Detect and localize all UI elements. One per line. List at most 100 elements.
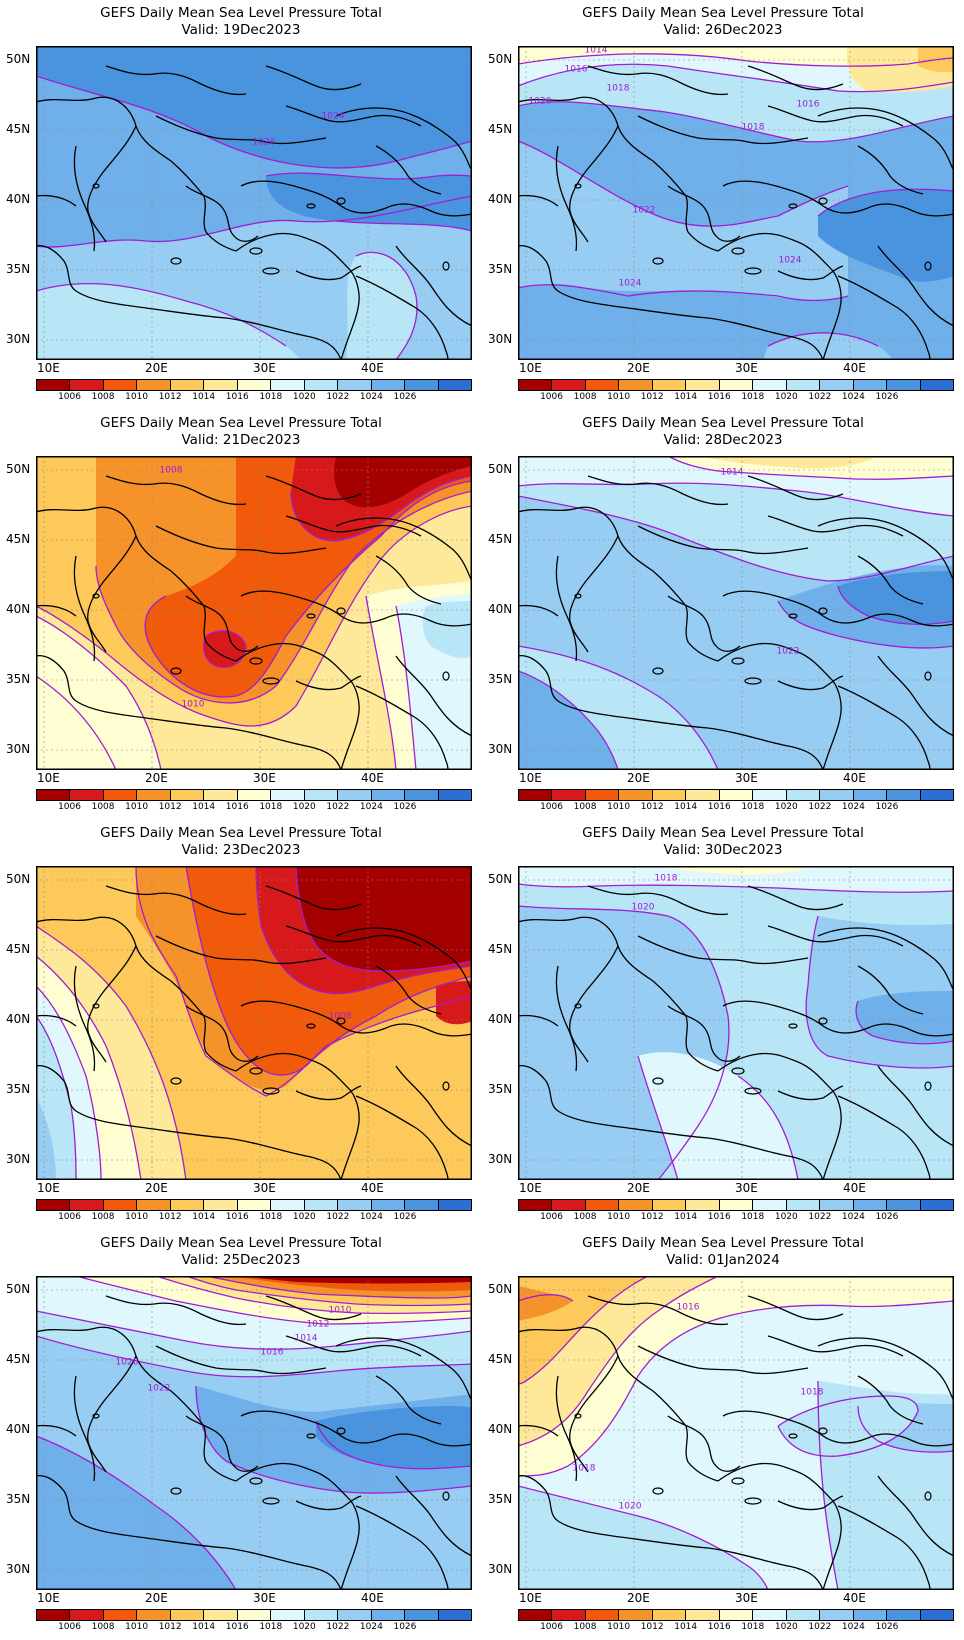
colorbar-swatch [136, 790, 170, 800]
coastline [717, 232, 842, 360]
lat-tick-label: 50N [6, 1282, 31, 1296]
colorbar-label: 1008 [573, 392, 597, 402]
colorbar-label: 1022 [808, 1622, 832, 1632]
colorbar-label: 1008 [573, 802, 597, 812]
isobar-line [518, 53, 954, 67]
coastline [285, 515, 422, 537]
island [744, 1497, 762, 1505]
colorbar-label: 1010 [125, 392, 149, 402]
colorbar-label: 1020 [774, 392, 798, 402]
panel-valid-date: Valid: 30Dec2023 [663, 842, 783, 858]
pressure-band [778, 1396, 918, 1457]
coastline [817, 927, 954, 992]
isobar-line [255, 866, 472, 995]
coastline [747, 1295, 844, 1321]
coastline [87, 125, 137, 243]
pressure-map-svg: 1008 [36, 866, 472, 1180]
coastline [235, 642, 360, 770]
colorbar-label: 1020 [774, 802, 798, 812]
colorbar-label: 1024 [359, 802, 383, 812]
island [818, 607, 828, 615]
colorbar-swatch [203, 1610, 237, 1620]
colorbar-swatch [685, 1610, 719, 1620]
colorbar-swatch [203, 790, 237, 800]
colorbar-swatch [37, 1200, 70, 1210]
coastline [235, 1052, 360, 1180]
island [574, 1413, 582, 1419]
coastline [837, 1095, 931, 1180]
island [92, 1003, 100, 1009]
colorbar-swatch [651, 380, 686, 390]
colorbar-label: 1016 [225, 1622, 249, 1632]
colorbar-label: 1018 [741, 1622, 765, 1632]
lat-tick-label: 40N [488, 192, 513, 206]
island [788, 613, 798, 619]
graticule [518, 1276, 954, 1590]
coastline [295, 1085, 362, 1101]
coastline [395, 1475, 472, 1557]
colorbar-label: 1014 [192, 1212, 216, 1222]
island [262, 267, 280, 275]
colorbar [518, 1609, 954, 1621]
isobar-line [857, 1405, 954, 1453]
colorbar-label: 1018 [259, 1212, 283, 1222]
pressure-map-svg: 1010 1012 1014 1016 1020 1022 [36, 1276, 472, 1590]
lon-tick-label: 10E [37, 1591, 60, 1605]
pressure-band [518, 1286, 573, 1321]
panel-valid-date: Valid: 26Dec2023 [663, 22, 783, 38]
pressure-band [36, 1096, 56, 1180]
colorbar [36, 1609, 472, 1621]
island [170, 667, 182, 675]
colorbar-label: 1016 [225, 1212, 249, 1222]
lon-tick-label: 30E [253, 771, 276, 785]
colorbar-swatch [404, 1200, 438, 1210]
colorbar-label: 1012 [640, 802, 664, 812]
island [336, 607, 346, 615]
coastline [667, 1415, 741, 1472]
colorbar-label: 1010 [125, 802, 149, 812]
island [924, 1081, 932, 1091]
coastline [225, 1137, 342, 1180]
lon-tick-label: 30E [735, 1181, 758, 1195]
map-layers: 1010 1012 1014 1016 1020 1022 [36, 1276, 472, 1590]
pressure-band [36, 283, 301, 360]
coastline [667, 1005, 741, 1062]
colorbar-label: 1014 [674, 1212, 698, 1222]
lat-tick-label: 50N [488, 52, 513, 66]
coastline [295, 1495, 362, 1511]
pressure-map: 1016 1018 1018 1020 [518, 1276, 954, 1590]
coastline [87, 535, 137, 653]
isobar-line [185, 1276, 472, 1307]
colorbar-label: 1008 [91, 1622, 115, 1632]
coastline [395, 1065, 472, 1147]
colorbar-label: 1016 [707, 802, 731, 812]
coastline [587, 885, 729, 916]
panel-title: GEFS Daily Mean Sea Level Pressure Total [582, 1235, 864, 1251]
isobar-label: 1022 [777, 647, 800, 657]
map-panel-01jan2024: GEFS Daily Mean Sea Level Pressure Total… [482, 1230, 964, 1640]
lat-tick-label: 40N [6, 1012, 31, 1026]
coastline [518, 1326, 719, 1482]
island [788, 203, 798, 209]
pressure-band [266, 173, 472, 231]
colorbar-swatch [519, 1200, 552, 1210]
colorbar-swatch [437, 380, 472, 390]
pressure-map-svg: 1024 1026 [36, 46, 472, 360]
isobar-line [518, 883, 954, 893]
coastline [36, 1065, 227, 1139]
colorbar-swatch [136, 380, 170, 390]
map-layers: 1008 1010 [36, 456, 472, 770]
coastline [265, 1295, 362, 1321]
island [924, 1491, 932, 1501]
isobar-line [185, 866, 472, 1076]
panel-title: GEFS Daily Mean Sea Level Pressure Total [582, 5, 864, 21]
isobar-line [777, 600, 954, 649]
pressure-band [838, 571, 954, 625]
island [788, 1433, 798, 1439]
colorbar-label: 1026 [875, 1212, 899, 1222]
lon-tick-label: 10E [519, 1181, 542, 1195]
pressure-map-svg: 1014 1022 [518, 456, 954, 770]
isobar-line [36, 955, 142, 1180]
isobar-line [205, 1276, 472, 1299]
colorbar-label: 1018 [741, 1212, 765, 1222]
